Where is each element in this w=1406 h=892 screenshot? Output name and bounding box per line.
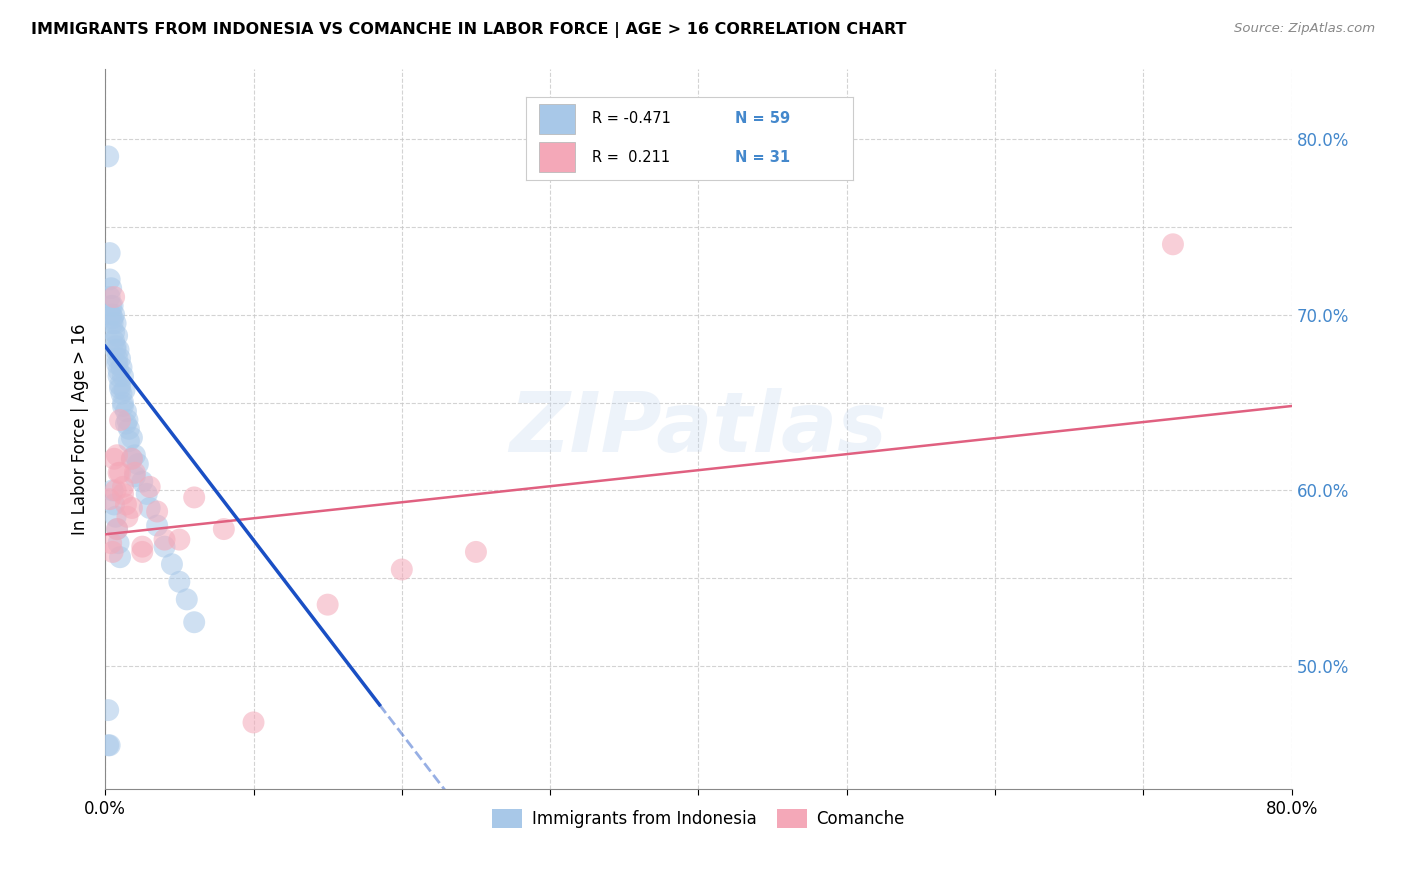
Point [153, 540, 176, 554]
Point [131, 540, 153, 554]
Point [316, 598, 339, 612]
Point [101, 317, 124, 331]
Point [111, 480, 134, 494]
Point [153, 533, 176, 547]
Point [107, 369, 129, 384]
Point [103, 290, 125, 304]
Point [103, 334, 125, 348]
Legend: Immigrants from Indonesia, Comanche: Immigrants from Indonesia, Comanche [485, 803, 911, 835]
Point [104, 317, 127, 331]
Point [107, 343, 129, 357]
Point [103, 325, 125, 339]
Point [105, 357, 128, 371]
Point [135, 487, 157, 501]
Point [183, 615, 205, 630]
Point [98, 246, 121, 260]
Point [103, 451, 125, 466]
Point [100, 536, 122, 550]
Point [97, 149, 120, 163]
Point [176, 592, 198, 607]
Point [146, 504, 169, 518]
Point [105, 522, 128, 536]
Point [108, 381, 131, 395]
Point [111, 487, 134, 501]
Point [115, 404, 138, 418]
Point [107, 536, 129, 550]
Point [127, 457, 149, 471]
Point [212, 522, 235, 536]
Point [104, 483, 127, 498]
Point [107, 364, 129, 378]
Point [111, 369, 134, 384]
Point [114, 383, 136, 397]
Point [108, 378, 131, 392]
Point [103, 498, 125, 512]
Point [118, 434, 141, 449]
Point [242, 715, 264, 730]
Point [108, 550, 131, 565]
Point [117, 509, 139, 524]
Point [108, 413, 131, 427]
Point [1161, 237, 1184, 252]
Point [104, 509, 127, 524]
Point [105, 448, 128, 462]
Point [104, 343, 127, 357]
Point [121, 500, 143, 515]
Text: Source: ZipAtlas.com: Source: ZipAtlas.com [1234, 22, 1375, 36]
Point [391, 562, 413, 576]
Point [100, 299, 122, 313]
Point [146, 518, 169, 533]
Point [105, 522, 128, 536]
Point [100, 281, 122, 295]
Point [118, 422, 141, 436]
Point [124, 466, 146, 480]
Point [108, 466, 131, 480]
Point [98, 290, 121, 304]
Point [107, 466, 129, 480]
Point [98, 492, 121, 507]
Point [101, 545, 124, 559]
Point [169, 533, 191, 547]
Point [110, 386, 132, 401]
Point [111, 395, 134, 409]
Point [121, 431, 143, 445]
Point [104, 339, 127, 353]
Point [183, 491, 205, 505]
Point [101, 311, 124, 326]
Point [121, 451, 143, 466]
Point [117, 413, 139, 427]
Point [115, 417, 138, 431]
Point [111, 399, 134, 413]
Point [160, 558, 183, 572]
Point [105, 351, 128, 366]
Point [97, 739, 120, 753]
Point [138, 480, 160, 494]
Point [138, 500, 160, 515]
Text: IMMIGRANTS FROM INDONESIA VS COMANCHE IN LABOR FORCE | AGE > 16 CORRELATION CHAR: IMMIGRANTS FROM INDONESIA VS COMANCHE IN… [31, 22, 907, 38]
Point [169, 574, 191, 589]
Point [105, 328, 128, 343]
Y-axis label: In Labor Force | Age > 16: In Labor Force | Age > 16 [72, 323, 89, 534]
Point [101, 299, 124, 313]
Point [131, 475, 153, 489]
Point [108, 351, 131, 366]
Point [124, 448, 146, 462]
Point [115, 498, 138, 512]
Point [465, 545, 488, 559]
Point [101, 483, 124, 498]
Point [98, 739, 121, 753]
Point [131, 545, 153, 559]
Point [100, 308, 122, 322]
Text: ZIPatlas: ZIPatlas [509, 388, 887, 469]
Point [98, 272, 121, 286]
Point [124, 469, 146, 483]
Point [110, 360, 132, 375]
Point [121, 451, 143, 466]
Point [97, 703, 120, 717]
Point [103, 308, 125, 322]
